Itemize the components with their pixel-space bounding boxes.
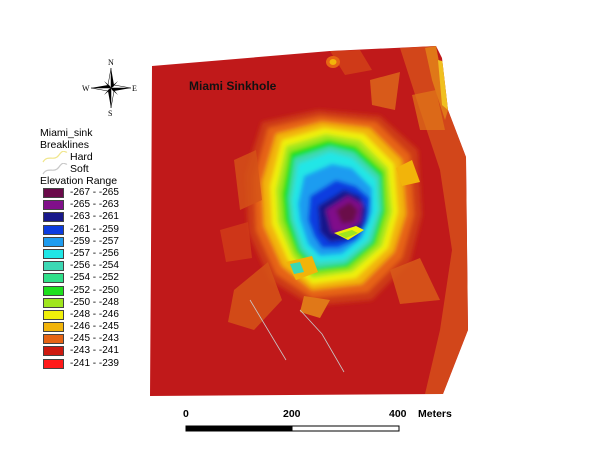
legend-elevation-row: -261 - -259 [40,224,150,236]
legend-elevation-label: -257 - -256 [70,247,119,259]
legend-color-swatch [43,309,64,320]
map-legend: Miami_sink Breaklines Hard Soft Elevation… [40,127,150,370]
compass-north-label: N [108,58,114,67]
legend-breakline-label: Hard [70,151,93,163]
legend-elevation-row: -243 - -241 [40,345,150,357]
legend-color-swatch [43,212,64,223]
legend-elevation-row: -259 - -257 [40,236,150,248]
legend-color-swatch [43,285,64,296]
legend-color-swatch [43,188,64,198]
legend-breakline-hard: Hard [40,151,150,163]
legend-elevation-label: -261 - -259 [70,223,119,235]
legend-elevation-row: -245 - -243 [40,333,150,345]
breakline-symbol-icon [42,163,68,175]
legend-elevation-title: Elevation Range [40,175,118,187]
legend-breakline-label: Soft [70,163,89,175]
legend-elevation-label: -248 - -246 [70,308,119,320]
legend-color-swatch [43,322,64,333]
sinkhole-depression [245,110,422,306]
legend-color-swatch [43,297,64,308]
legend-elevation-row: -254 - -252 [40,272,150,284]
map-title: Miami Sinkhole [189,79,277,93]
legend-color-swatch [43,200,64,211]
legend-elevation-row: -248 - -246 [40,309,150,321]
legend-elevation-row: -256 - -254 [40,260,150,272]
legend-elevation-label: -250 - -248 [70,296,119,308]
legend-color-swatch [43,358,64,369]
legend-elevation-label: -254 - -252 [70,272,119,284]
legend-elevation-label: -241 - -239 [70,357,119,369]
compass-west-label: W [82,84,90,93]
scale-label-400: 400 [389,408,407,420]
legend-elevation-row: -246 - -245 [40,321,150,333]
legend-elevation-label: -265 - -263 [70,199,119,211]
legend-breakline-soft: Soft [40,163,150,175]
legend-elevation-row: -252 - -250 [40,285,150,297]
scale-label-200: 200 [283,408,301,420]
legend-elevation-row: -241 - -239 [40,358,150,370]
legend-elevation-label: -246 - -245 [70,321,119,333]
legend-color-swatch [43,346,64,357]
legend-color-swatch [43,248,64,259]
legend-layer-name: Miami_sink [40,127,93,139]
legend-color-swatch [43,261,64,272]
legend-elevation-row: -263 - -261 [40,211,150,223]
compass-east-label: E [132,84,137,93]
north-arrow-icon [90,67,132,109]
legend-elevation-label: -256 - -254 [70,260,119,272]
legend-elevation-label: -243 - -241 [70,345,119,357]
legend-color-swatch [43,236,64,247]
legend-color-swatch [43,334,64,345]
legend-breaklines-title: Breaklines [40,139,90,151]
legend-breaklines: Hard Soft [40,151,150,175]
legend-elevation-row: -265 - -263 [40,199,150,211]
legend-color-swatch [43,224,64,235]
legend-elevation-label: -245 - -243 [70,333,119,345]
legend-elevation-ranges: -267 - -265 -265 - -263 -263 - -261 -261 - … [40,187,150,370]
legend-elevation-label: -267 - -265 [70,187,119,198]
legend-elevation-row: -267 - -265 [40,187,150,199]
breakline-symbol-icon [42,151,68,163]
legend-elevation-label: -263 - -261 [70,211,119,223]
legend-elevation-row: -250 - -248 [40,297,150,309]
scale-bar [185,425,400,432]
legend-elevation-row: -257 - -256 [40,248,150,260]
scale-label-0: 0 [183,408,189,420]
legend-elevation-label: -252 - -250 [70,284,119,296]
legend-elevation-label: -259 - -257 [70,235,119,247]
scale-unit-label: Meters [418,408,452,420]
compass-south-label: S [108,109,113,118]
legend-color-swatch [43,273,64,284]
